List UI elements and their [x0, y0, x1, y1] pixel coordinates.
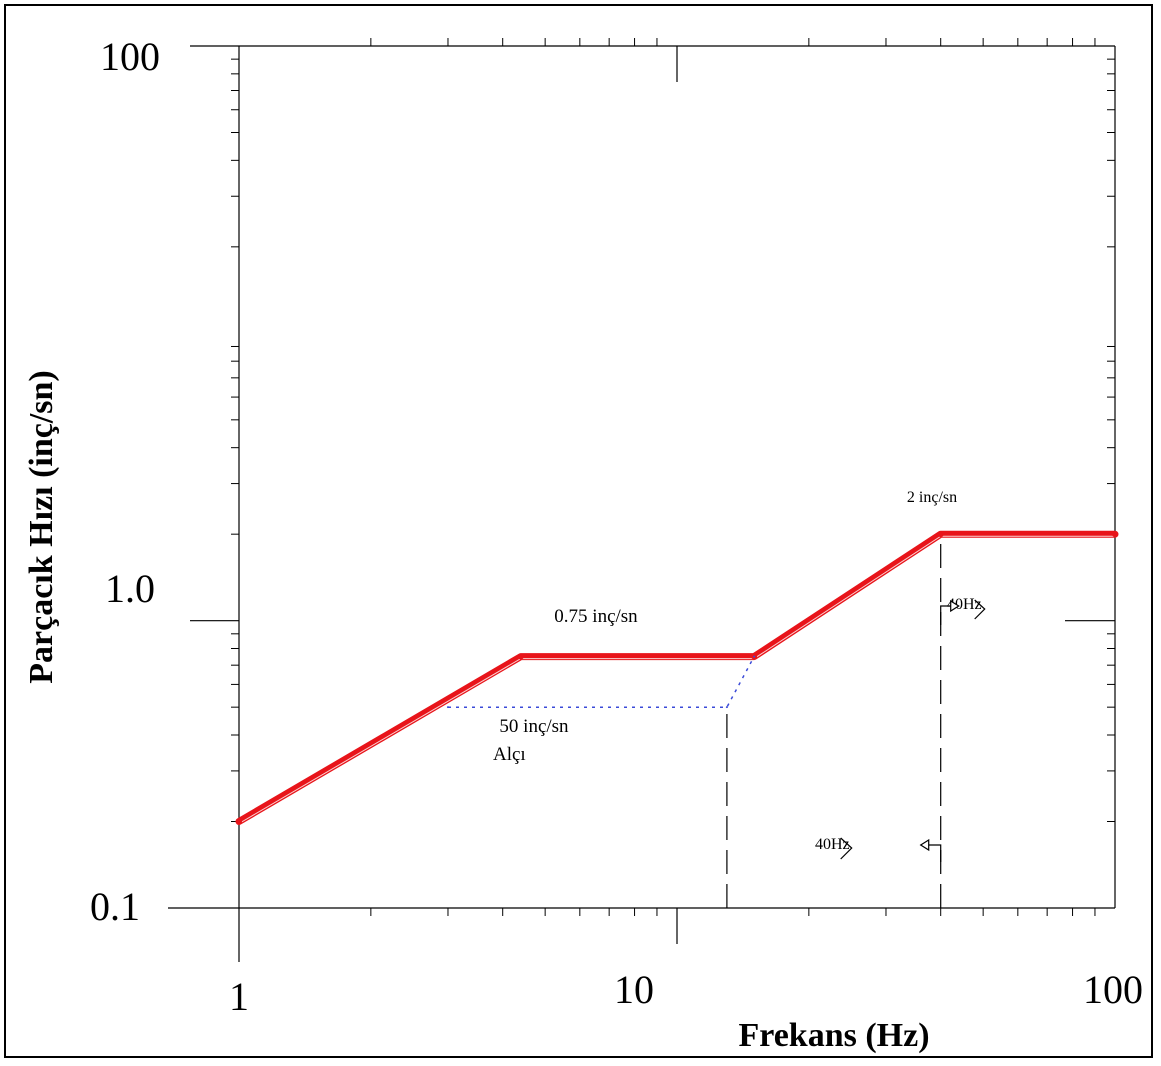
annotation-plateau-mid: 0.75 inç/sn	[554, 606, 638, 627]
x-tick-label-100: 100	[1083, 967, 1143, 1012]
annotation-freq-left: 40Hz	[815, 836, 850, 853]
y-tick-label-0-1: 0.1	[90, 884, 140, 929]
series-line-1	[235, 530, 1119, 825]
annotation-lower-material: Alçı	[493, 744, 526, 765]
series-point	[1112, 531, 1118, 538]
ticks-layer	[231, 38, 1115, 916]
greater-than-glyph-left	[840, 837, 853, 860]
x-tick-label-1: 1	[229, 974, 249, 1019]
x-tick-label-10: 10	[614, 967, 654, 1012]
arrow-right-glyph	[940, 605, 953, 625]
series-point	[753, 655, 756, 658]
series-point	[937, 531, 944, 538]
reference-lines-layer	[726, 534, 942, 908]
arrow-left-head-glyph	[919, 838, 930, 852]
annotation-plateau-high: 2 inç/sn	[907, 489, 957, 506]
y-axis-title: Parçacık Hızı (inç/sn)	[23, 370, 60, 684]
labels-layer: 100 1.0 0.1 1 10 100 Frekans (Hz) Parçac…	[23, 34, 1143, 1054]
marker-glyphs-layer	[840, 599, 986, 862]
series-line-2	[448, 656, 755, 708]
annotation-lower-value: 50 inç/sn	[499, 716, 569, 737]
annotation-freq-right: 40Hz	[947, 596, 982, 613]
series-layer	[235, 530, 1119, 825]
series-point	[517, 653, 524, 660]
y-tick-label-1: 1.0	[105, 566, 155, 611]
series-line-highlight-1	[238, 535, 1115, 824]
x-axis-title: Frekans (Hz)	[738, 1017, 929, 1054]
chart-frame	[4, 4, 1153, 1058]
series-point	[725, 706, 728, 709]
greater-than-glyph-right	[974, 599, 986, 620]
series-point	[446, 706, 449, 709]
arrow-right-head-glyph	[950, 599, 960, 613]
series-point	[236, 818, 242, 825]
y-tick-label-100: 100	[100, 34, 160, 79]
axes-layer	[168, 45, 1116, 962]
